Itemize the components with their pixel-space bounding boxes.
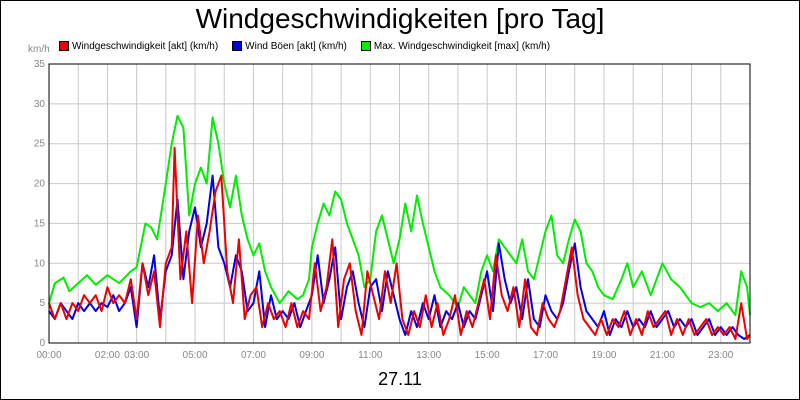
x-tick-label: 07:00 bbox=[241, 350, 266, 361]
chart-title: Windgeschwindigkeiten [pro Tag] bbox=[195, 3, 605, 34]
y-tick-label: 35 bbox=[34, 59, 46, 70]
x-tick-label: 00:00 bbox=[36, 350, 61, 361]
x-tick-label: 19:00 bbox=[591, 350, 616, 361]
x-tick-label: 11:00 bbox=[358, 350, 383, 361]
legend-label-wind: Windgeschwindigkeit [akt] (km/h) bbox=[72, 40, 219, 52]
y-tick-label: 0 bbox=[39, 338, 45, 349]
legend-swatch-max bbox=[360, 41, 371, 51]
legend-item-wind: Windgeschwindigkeit [akt] (km/h) bbox=[59, 41, 218, 52]
x-tick-label: 02:00 bbox=[95, 350, 120, 361]
y-tick-label: 25 bbox=[34, 139, 46, 150]
legend-label-gusts: Wind Böen [akt] (km/h) bbox=[245, 40, 347, 52]
x-tick-label: 03:00 bbox=[124, 350, 149, 361]
legend-label-max: Max. Windgeschwindigkeit [max] (km/h) bbox=[373, 40, 551, 52]
y-tick-label: 20 bbox=[34, 179, 46, 190]
series-line-0 bbox=[48, 114, 751, 317]
chart-legend: Windgeschwindigkeit [akt] (km/h) Wind Bö… bbox=[59, 39, 550, 53]
series-line-2 bbox=[48, 146, 751, 340]
y-tick-label: 10 bbox=[34, 258, 46, 269]
date-label: 27.11 bbox=[378, 369, 422, 389]
y-axis-unit: km/h bbox=[28, 44, 50, 55]
legend-swatch-wind bbox=[59, 41, 69, 51]
plot-border bbox=[48, 63, 751, 344]
legend-item-max: Max. Windgeschwindigkeit [max] (km/h) bbox=[360, 40, 551, 52]
x-tick-label: 15:00 bbox=[475, 350, 500, 361]
x-tick-label: 09:00 bbox=[299, 350, 324, 361]
y-tick-label: 15 bbox=[34, 218, 46, 229]
legend-swatch-gusts bbox=[232, 41, 243, 51]
x-tick-label: 05:00 bbox=[183, 350, 208, 361]
x-tick-label: 17:00 bbox=[533, 350, 558, 361]
x-tick-label: 23:00 bbox=[708, 350, 733, 361]
y-tick-label: 5 bbox=[39, 298, 45, 309]
legend-item-gusts: Wind Böen [akt] (km/h) bbox=[232, 41, 347, 52]
y-tick-label: 30 bbox=[34, 99, 46, 110]
x-tick-label: 21:00 bbox=[650, 350, 675, 361]
x-tick-label: 13:00 bbox=[416, 350, 441, 361]
